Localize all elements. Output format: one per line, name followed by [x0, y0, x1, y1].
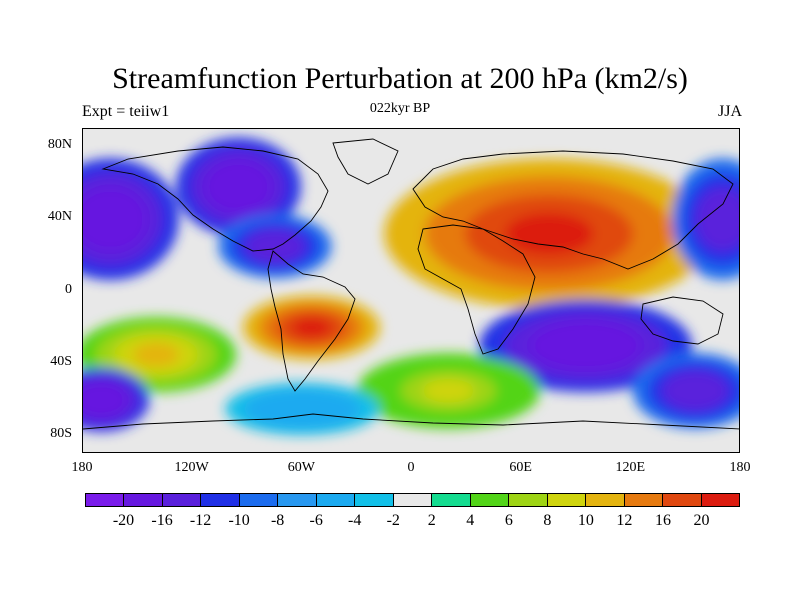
lat-label-40N: 40N [47, 209, 72, 225]
colorbar-swatch-1 [124, 494, 163, 506]
lon-label-1: 120W [174, 460, 209, 475]
colorbar-swatch-4 [239, 494, 279, 506]
lat-label-80N: 80N [47, 137, 72, 153]
colorbar-label-7: -2 [386, 512, 400, 529]
feature-eurasia-high-3 [504, 212, 594, 255]
colorbar-label-1: -16 [151, 512, 173, 529]
streamfunction-field [83, 137, 739, 435]
coastline-africa [417, 224, 536, 355]
map-subtitle: 022kyr BP [369, 101, 431, 116]
feature-west-pacific-low-3 [676, 379, 714, 403]
lon-label-0: 180 [71, 460, 93, 475]
colorbar [85, 493, 740, 507]
lat-label-40S: 40S [50, 353, 72, 369]
lon-label-6: 180 [729, 460, 751, 475]
colorbar-label-15: 20 [693, 512, 710, 529]
coastline-greenland [332, 138, 399, 185]
map-title: Streamfunction Perturbation at 200 hPa (… [112, 62, 688, 95]
colorbar-label-8: 2 [427, 512, 436, 529]
season-label: JJA [717, 103, 742, 120]
colorbar-swatch-8 [393, 494, 433, 506]
experiment-label: Expt = teiiw1 [82, 103, 170, 120]
map-frame [82, 128, 740, 453]
feature-south-pacific-high-3 [133, 343, 180, 367]
lat-label-80S: 80S [50, 425, 72, 441]
colorbar-swatch-0 [86, 494, 125, 506]
colorbar-swatch-13 [586, 494, 625, 506]
colorbar-label-10: 6 [504, 512, 513, 529]
feature-north-atlantic-low-3 [219, 172, 257, 202]
colorbar-swatch-16 [701, 494, 739, 506]
colorbar-swatch-14 [624, 494, 664, 506]
colorbar-label-13: 12 [616, 512, 633, 529]
feature-dateline-low-east-3 [707, 201, 739, 237]
colorbar-swatch-2 [162, 494, 202, 506]
coastline-north-america [101, 146, 329, 252]
feature-far-south-pacific-low-3 [86, 389, 117, 411]
lon-label-2: 60W [287, 460, 315, 475]
lon-label-3: 0 [407, 460, 415, 475]
colorbar-label-0: -20 [112, 512, 135, 529]
feature-southern-ocean-low-3 [280, 400, 325, 418]
colorbar-swatch-3 [201, 494, 240, 506]
lat-label-0: 0 [65, 281, 72, 297]
colorbar-label-4: -8 [270, 512, 285, 529]
colorbar-swatch-9 [432, 494, 471, 506]
coastline-south-america [267, 250, 356, 392]
colorbar-swatch-7 [355, 494, 394, 506]
colorbar-swatch-6 [316, 494, 356, 506]
colorbar-label-5: -6 [309, 512, 323, 529]
coastline-antarctica [83, 413, 739, 430]
colorbar-label-12: 10 [577, 512, 594, 529]
colorbar-swatch-12 [547, 494, 587, 506]
coastline-australia [640, 296, 724, 345]
feature-south-atlantic-high-3 [422, 379, 475, 403]
lon-label-4: 60E [509, 460, 532, 475]
feature-north-pacific-low-3 [90, 201, 131, 237]
feature-indian-ocean-low-3 [556, 331, 616, 360]
colorbar-label-3: -10 [228, 512, 250, 529]
lon-label-5: 120E [615, 460, 646, 475]
feature-south-america-high-3 [291, 317, 332, 338]
colorbar-label-14: 16 [654, 512, 671, 529]
colorbar-label-2: -12 [189, 512, 212, 529]
coastline-eurasia [412, 150, 734, 270]
colorbar-swatch-15 [663, 494, 702, 506]
colorbar-swatch-5 [278, 494, 317, 506]
colorbar-label-9: 4 [466, 512, 475, 529]
colorbar-swatch-10 [470, 494, 510, 506]
colorbar-swatch-11 [509, 494, 548, 506]
coastlines [83, 138, 739, 430]
feature-north-america-low-3 [257, 236, 293, 257]
colorbar-label-6: -4 [348, 512, 362, 529]
colorbar-label-11: 8 [543, 512, 552, 529]
map-plot [83, 129, 739, 452]
